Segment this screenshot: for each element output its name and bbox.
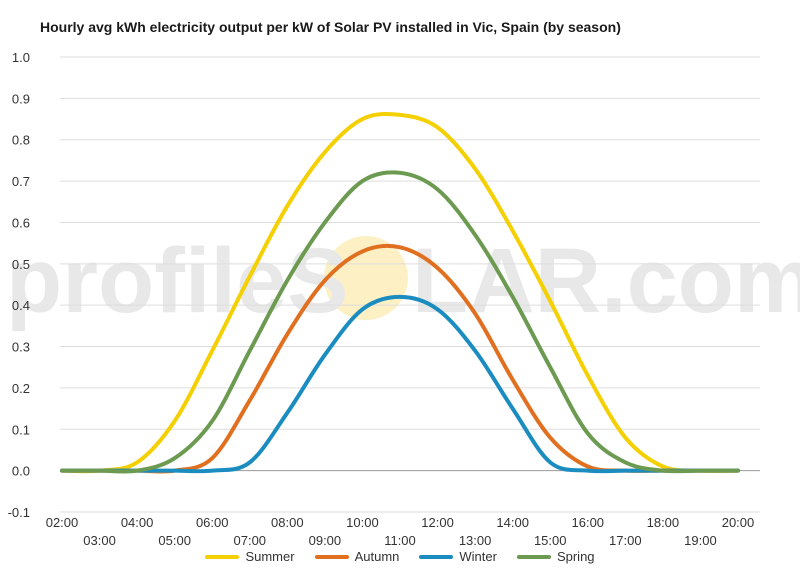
x-tick-label: 07:00 <box>234 533 267 548</box>
y-tick-label: 0.3 <box>12 340 30 355</box>
legend-swatch <box>314 554 349 559</box>
x-tick-label: 08:00 <box>271 515 304 530</box>
y-tick-label: -0.1 <box>8 505 30 520</box>
y-tick-label: 0.1 <box>12 422 30 437</box>
x-tick-label: 14:00 <box>496 515 529 530</box>
x-tick-label: 03:00 <box>83 533 116 548</box>
legend-swatch <box>205 554 240 559</box>
x-tick-label: 04:00 <box>121 515 154 530</box>
x-tick-label: 18:00 <box>647 515 680 530</box>
legend: Summer Autumn Winter Spring <box>0 549 800 564</box>
y-tick-label: 0.2 <box>12 381 30 396</box>
x-tick-label: 16:00 <box>572 515 605 530</box>
x-tick-label: 20:00 <box>722 515 755 530</box>
legend-label: Winter <box>459 549 497 564</box>
x-tick-label: 12:00 <box>421 515 454 530</box>
legend-swatch <box>419 554 454 559</box>
y-tick-label: 0.4 <box>12 298 30 313</box>
legend-label: Spring <box>556 549 595 564</box>
chart-title: Hourly avg kWh electricity output per kW… <box>40 19 621 35</box>
y-tick-label: 1.0 <box>12 50 30 65</box>
series-line-summer <box>60 111 740 474</box>
y-axis-ticks: 1.0 0.9 0.8 0.7 0.6 0.5 0.4 0.3 0.2 0.1 0.0 -0.1 <box>8 50 30 520</box>
x-tick-label: 17:00 <box>609 533 642 548</box>
x-tick-label: 13:00 <box>459 533 492 548</box>
y-tick-label: 0.0 <box>12 464 30 479</box>
legend-item-winter: Winter <box>419 549 497 564</box>
series-line-spring <box>60 170 740 474</box>
x-tick-label: 02:00 <box>46 515 79 530</box>
legend-label: Autumn <box>354 549 400 564</box>
y-tick-label: 0.9 <box>12 91 30 106</box>
series-line-winter <box>60 294 740 474</box>
x-tick-label: 15:00 <box>534 533 567 548</box>
x-tick-label: 10:00 <box>346 515 379 530</box>
legend-swatch <box>516 554 551 559</box>
legend-item-summer: Summer <box>205 549 295 564</box>
series-lines <box>60 111 740 474</box>
y-tick-label: 0.5 <box>12 257 30 272</box>
y-tick-label: 0.7 <box>12 174 30 189</box>
legend-label: Summer <box>245 549 295 564</box>
watermark-text-right: LAR.com <box>412 230 800 332</box>
legend-item-autumn: Autumn <box>314 549 400 564</box>
x-axis-ticks: 02:00 03:00 04:00 05:00 06:00 07:00 08:00 09:00… <box>46 515 755 548</box>
y-tick-label: 0.8 <box>12 133 30 148</box>
x-tick-label: 19:00 <box>684 533 717 548</box>
legend-item-spring: Spring <box>516 549 595 564</box>
x-tick-label: 09:00 <box>309 533 342 548</box>
x-tick-label: 11:00 <box>384 533 416 548</box>
y-tick-label: 0.6 <box>12 215 30 230</box>
x-tick-label: 05:00 <box>158 533 191 548</box>
watermark: profileS LAR.com <box>6 230 800 332</box>
x-tick-label: 06:00 <box>196 515 229 530</box>
watermark-text-left: profileS <box>6 230 348 332</box>
